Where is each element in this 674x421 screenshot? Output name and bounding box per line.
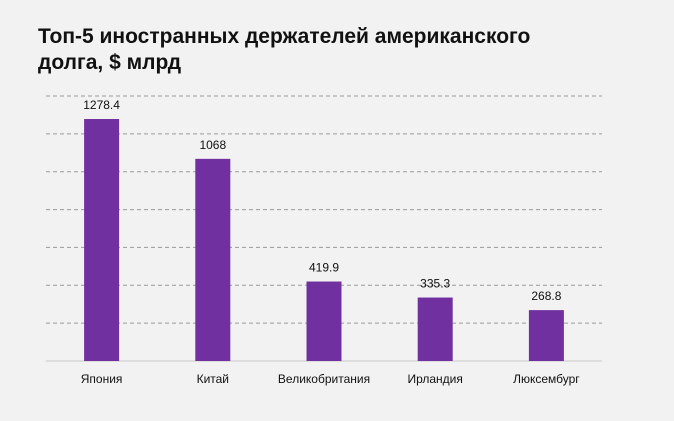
chart-title: Топ-5 иностранных держателей американско… [38, 25, 531, 74]
bar-2 [195, 158, 231, 361]
data-label-1: 1278.4 [83, 98, 120, 112]
data-label-3: 419.9 [309, 261, 339, 275]
bar-5 [528, 310, 564, 361]
data-label-5: 268.8 [531, 289, 561, 303]
bar-3 [306, 281, 342, 361]
bar-1 [84, 119, 120, 361]
category-label-2: Китай [197, 372, 229, 386]
category-label-4: Ирландия [407, 372, 462, 386]
data-label-4: 335.3 [420, 277, 450, 291]
data-label-2: 1068 [199, 138, 226, 152]
category-label-3: Великобритания [278, 372, 370, 386]
category-label-5: Люксембург [513, 372, 580, 386]
bar-4 [417, 297, 453, 361]
category-label-1: Япония [81, 372, 123, 386]
